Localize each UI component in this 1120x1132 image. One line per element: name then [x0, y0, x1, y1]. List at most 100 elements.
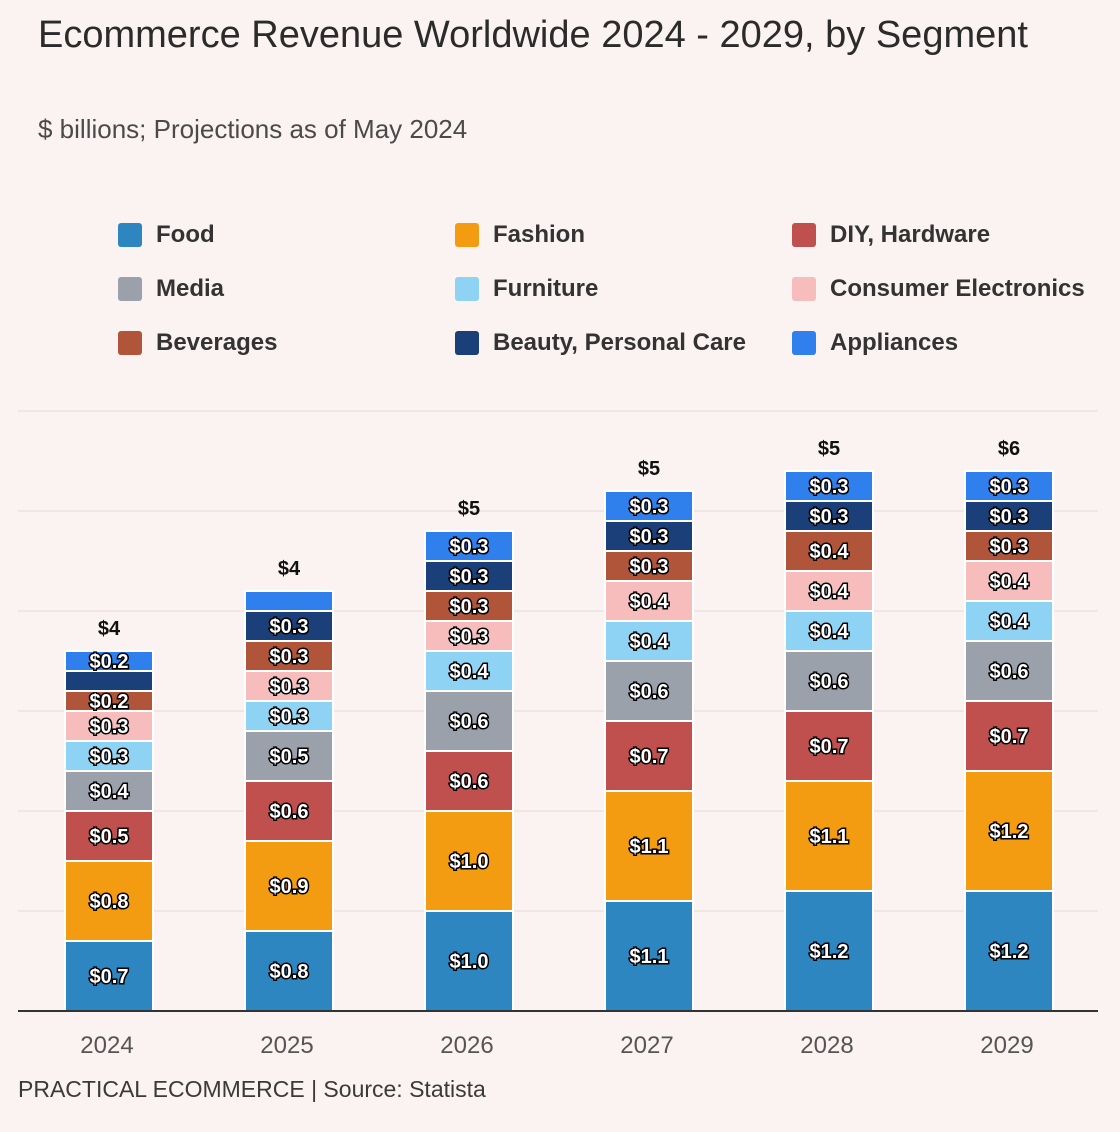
data-label: $1.2: [990, 821, 1029, 843]
bar-segment-consumer-electronics-2029: [964, 560, 1054, 602]
data-label: $0.3: [270, 676, 309, 698]
data-label: $0.7: [990, 726, 1029, 748]
data-label: $0.3: [450, 626, 489, 648]
bar-segment-consumer-electronics-2024: [64, 710, 154, 742]
bar-segment-beauty-personal-care-2029: [964, 500, 1054, 532]
total-label-2026: $5: [458, 498, 480, 520]
data-label: $0.8: [270, 961, 309, 983]
data-label: $0.3: [810, 476, 849, 498]
total-label-2028: $5: [818, 438, 840, 460]
bar-segment-beverages-2025: [244, 640, 334, 672]
bar-segment-consumer-electronics-2028: [784, 570, 874, 612]
bar-segment-appliances-2027: [604, 490, 694, 522]
data-label: $0.3: [450, 536, 489, 558]
x-tick-label: 2025: [260, 1032, 313, 1059]
data-label: $1.1: [630, 946, 669, 968]
data-label: $1.1: [630, 836, 669, 858]
bar-segment-beauty-personal-care-2026: [424, 560, 514, 592]
data-label: $1.2: [990, 941, 1029, 963]
chart-subtitle: $ billions; Projections as of May 2024: [38, 114, 468, 144]
data-label: $0.3: [90, 716, 129, 738]
x-tick-label: 2029: [980, 1032, 1033, 1059]
bar-segment-appliances-2025: [244, 590, 334, 612]
data-label: $0.4: [90, 781, 130, 803]
x-tick-label: 2027: [620, 1032, 673, 1059]
data-label: $0.6: [270, 801, 309, 823]
data-label: $0.3: [270, 616, 309, 638]
total-label-2027: $5: [638, 458, 660, 480]
bar-segment-appliances-2029: [964, 470, 1054, 502]
data-label: $0.5: [90, 826, 129, 848]
bar-segment-furniture-2026: [424, 650, 514, 692]
data-label: $0.2: [90, 651, 129, 673]
bar-segment-beverages-2027: [604, 550, 694, 582]
bar-segment-furniture-2027: [604, 620, 694, 662]
stacked-bar-chart: $0.7 $0.8 $0.5 $0.4 $0.3 $0.3 $0.2 $0.2 $4 2024 $0…: [18, 410, 1098, 1059]
data-label: $0.3: [990, 506, 1029, 528]
bar-segment-diy-hardware-2029: [964, 700, 1054, 772]
bar-segment-media-2029: [964, 640, 1054, 702]
data-label: $1.0: [450, 951, 489, 973]
bar-segment-beauty-personal-care-2025: [244, 610, 334, 642]
data-label: $0.3: [450, 596, 489, 618]
bar-segment-fashion-2028: [784, 780, 874, 892]
data-label: $0.3: [270, 646, 309, 668]
source-footer: PRACTICAL ECOMMERCE | Source: Statista: [18, 1076, 486, 1102]
data-label: $0.5: [270, 746, 309, 768]
data-label: $0.2: [90, 691, 129, 713]
data-label: $0.4: [810, 581, 850, 603]
data-label: $0.4: [810, 541, 850, 563]
data-label: $0.3: [630, 556, 669, 578]
data-label: $0.9: [270, 876, 309, 898]
bar-segment-diy-hardware-2024: [64, 810, 154, 862]
data-label: $1.0: [450, 851, 489, 873]
bar-segment-beauty-personal-care-2024: [64, 670, 154, 692]
bar-segment-fashion-2025: [244, 840, 334, 932]
data-label: $0.6: [810, 671, 849, 693]
data-label: $0.3: [990, 476, 1029, 498]
bar-segment-appliances-2026: [424, 530, 514, 562]
data-label: $0.4: [630, 591, 670, 613]
bar-segment-furniture-2024: [64, 740, 154, 772]
chart-title: Ecommerce Revenue Worldwide 2024 - 2029,…: [38, 14, 1028, 56]
bar-segment-furniture-2028: [784, 610, 874, 652]
data-label: $0.4: [990, 571, 1030, 593]
data-label: $0.4: [450, 661, 490, 683]
data-label: $0.3: [270, 706, 309, 728]
bar-segment-media-2024: [64, 770, 154, 812]
data-label: $0.6: [450, 711, 489, 733]
data-label: $0.7: [810, 736, 849, 758]
x-tick-label: 2024: [80, 1032, 133, 1059]
data-label: $0.3: [990, 536, 1029, 558]
data-label: $0.4: [810, 621, 850, 643]
x-tick-label: 2026: [440, 1032, 493, 1059]
bar-segment-consumer-electronics-2027: [604, 580, 694, 622]
data-label: $0.3: [630, 526, 669, 548]
bar-segment-media-2027: [604, 660, 694, 722]
bar-segment-beverages-2029: [964, 530, 1054, 562]
data-label: $0.7: [630, 746, 669, 768]
total-label-2029: $6: [998, 438, 1020, 460]
bar-segment-beverages-2028: [784, 530, 874, 572]
data-label: $0.4: [630, 631, 670, 653]
bar-segment-fashion-2029: [964, 770, 1054, 892]
bar-segment-fashion-2024: [64, 860, 154, 942]
data-label: $0.6: [450, 771, 489, 793]
data-label: $1.2: [810, 941, 849, 963]
bar-segment-media-2028: [784, 650, 874, 712]
bar-segment-appliances-2028: [784, 470, 874, 502]
total-label-2024: $4: [98, 618, 121, 640]
bar-segment-appliances-2024: [64, 650, 154, 672]
bar-segment-media-2025: [244, 730, 334, 782]
bar-segment-furniture-2029: [964, 600, 1054, 642]
data-label: $0.3: [450, 566, 489, 588]
bar-segment-beverages-2026: [424, 590, 514, 622]
total-label-2025: $4: [278, 558, 301, 580]
data-label: $1.1: [810, 826, 849, 848]
bar-segment-diy-hardware-2025: [244, 780, 334, 842]
data-label: $0.3: [90, 746, 129, 768]
x-tick-label: 2028: [800, 1032, 853, 1059]
bar-segment-fashion-2027: [604, 790, 694, 902]
data-label: $0.6: [990, 661, 1029, 683]
data-label: $0.4: [990, 611, 1030, 633]
